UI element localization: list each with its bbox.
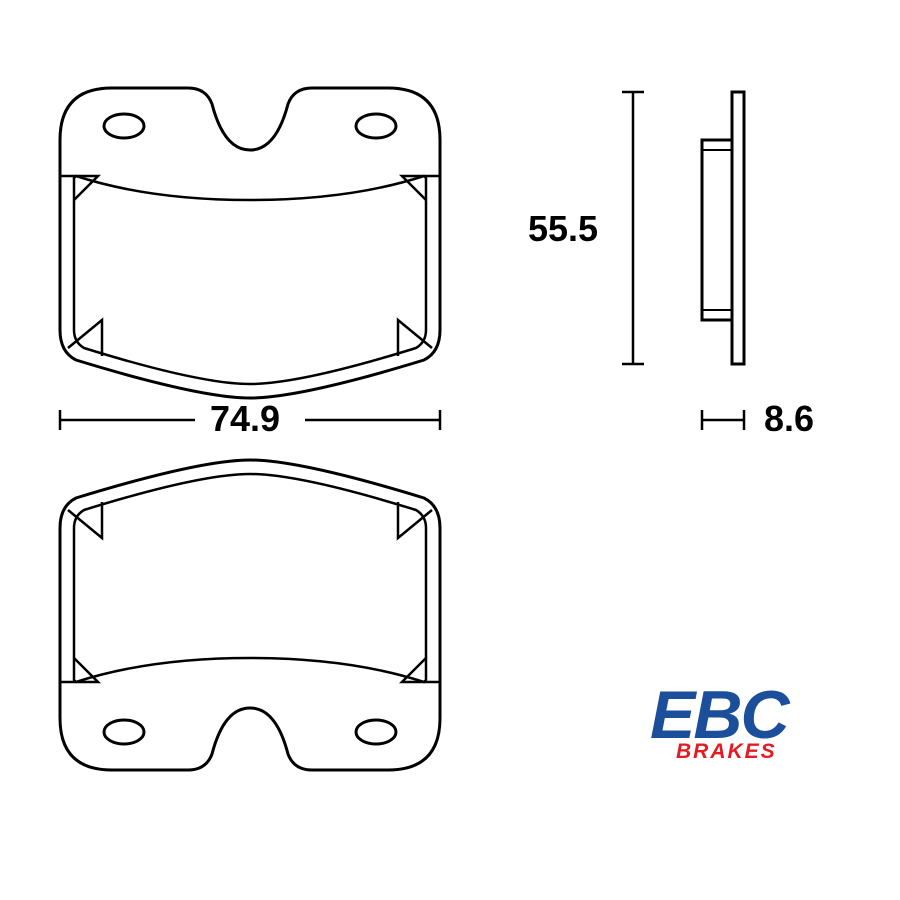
brake-pad-bottom	[60, 460, 440, 770]
ebc-logo: EBC BRAKES	[650, 685, 788, 764]
dimension-thickness	[702, 410, 744, 430]
dimension-height	[622, 92, 644, 364]
logo-sub-text: BRAKES	[676, 740, 788, 764]
width-label: 74.9	[210, 398, 280, 440]
technical-drawing	[0, 0, 900, 900]
diagram-canvas: 74.9 55.5 8.6 EBC BRAKES	[0, 0, 900, 900]
logo-main-text: EBC	[650, 685, 788, 746]
thickness-label: 8.6	[764, 398, 814, 440]
brake-pad-side-view	[702, 92, 744, 364]
brake-pad-top	[60, 88, 440, 398]
height-label: 55.5	[528, 208, 598, 250]
